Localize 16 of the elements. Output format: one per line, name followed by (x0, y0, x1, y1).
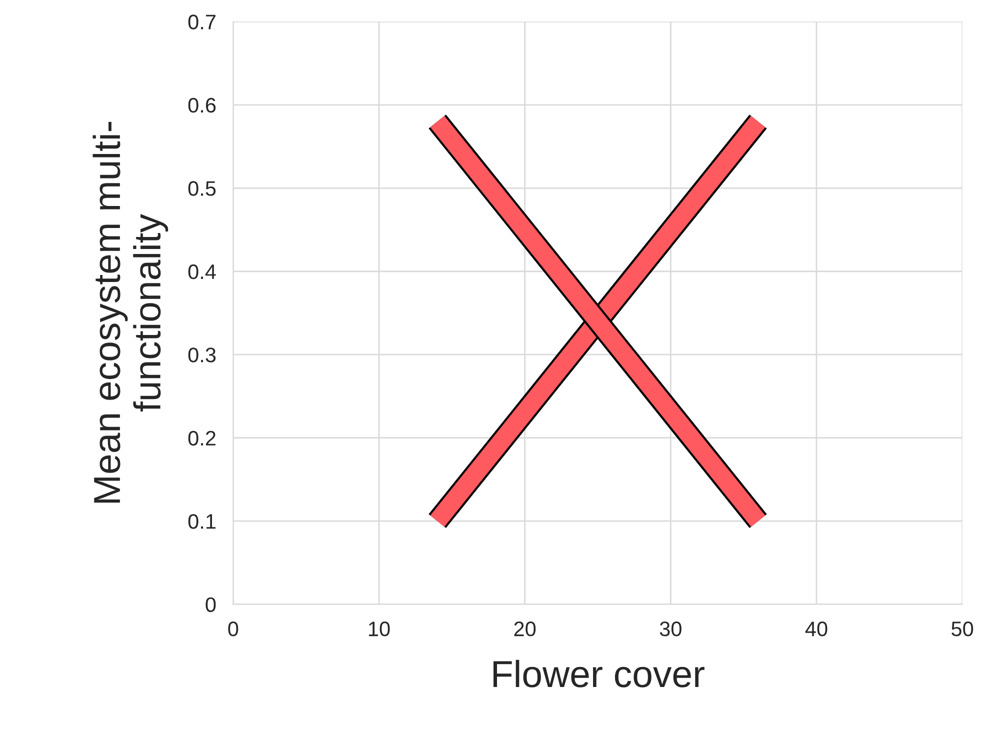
y-tick-label: 0.2 (188, 430, 216, 446)
x-tick-label: 0 (228, 622, 238, 636)
y-tick-label: 0.4 (188, 264, 216, 280)
y-tick-label: 0.6 (188, 98, 216, 113)
y-tick-label: 0.3 (188, 348, 216, 362)
y-tick-label: 0.7 (188, 14, 216, 30)
x-tick-label: 50 (952, 622, 974, 636)
x-tick-label: 10 (369, 622, 390, 636)
x-tick-label: 40 (805, 622, 828, 636)
y-tick-label: 0.1 (188, 514, 216, 529)
x-axis-title: Flower cover (494, 660, 704, 688)
x-tick-label: 30 (660, 622, 682, 636)
y-axis-title: Mean ecosystem multi- functionality (92, 122, 168, 503)
x-tick-label: 20 (514, 622, 536, 636)
y-tick-label: 0.5 (188, 181, 216, 196)
y-tick-label: 0 (206, 597, 216, 612)
